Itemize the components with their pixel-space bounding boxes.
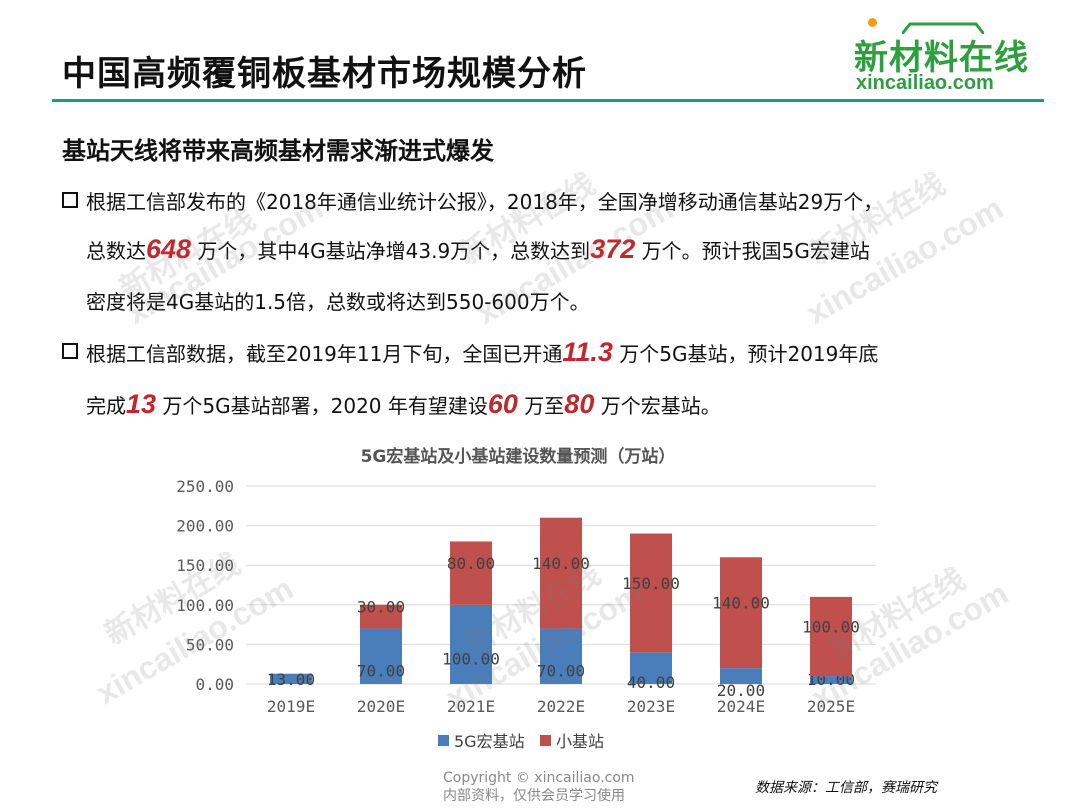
data-label: 100.00 (802, 617, 860, 636)
data-label: 140.00 (532, 554, 590, 573)
data-label: 100.00 (442, 649, 500, 668)
data-label: 40.00 (627, 673, 675, 692)
bar-macro-station (360, 628, 402, 684)
stacked-bar-chart: 5G宏基站及小基站建设数量预测（万站） 0.00 50.00 100.00 150.00… (0, 430, 1080, 770)
data-label: 70.00 (537, 661, 585, 680)
highlight-number: 648 (146, 234, 192, 264)
data-label: 30.00 (357, 598, 405, 617)
bullet-box-icon (62, 343, 78, 359)
x-tick-label: 2021E (447, 697, 495, 716)
logo-text-en: xincailiao.com (856, 72, 994, 94)
y-tick-label: 200.00 (176, 517, 234, 536)
text-segment: 万个5G基站部署，2020 年有望建设 (156, 394, 488, 418)
text-segment: 万个5G基站，预计2019年底 (612, 342, 879, 366)
text-segment: 完成 (86, 394, 126, 418)
logo-text-cn: 新材料在线 (854, 38, 1029, 78)
brand-logo: 新材料在线 xincailiao.com (852, 18, 1040, 96)
x-tick-label: 2025E (807, 697, 855, 716)
legend-swatch-small (540, 735, 551, 746)
y-tick-label: 0.00 (195, 675, 234, 694)
highlight-number: 11.3 (562, 337, 613, 367)
bullet-1-line-3: 密度将是4G基站的1.5倍，总数或将达到550-600万个。 (86, 290, 590, 314)
legend-swatch-macro (438, 735, 449, 746)
data-source: 数据来源：工信部，赛瑞研究 (755, 780, 937, 796)
bar-macro-station (450, 604, 492, 684)
x-tick-label: 2020E (357, 697, 405, 716)
logo-roof-icon (902, 22, 984, 34)
bar-small-station (720, 557, 762, 669)
section-subtitle: 基站天线将带来高频基材需求渐进式爆发 (62, 137, 494, 165)
legend-label: 小基站 (556, 732, 604, 751)
text-segment: 万个，其中4G基站净增43.9万个，总数达到 (191, 239, 591, 263)
highlight-number: 60 (487, 389, 518, 419)
data-label: 80.00 (447, 554, 495, 573)
copyright-notice: Copyright © xincailiao.com 内部资料，仅供会员学习使用 (443, 769, 635, 805)
highlight-number: 13 (126, 389, 157, 419)
bullet-1-line-2: 总数达648 万个，其中4G基站净增43.9万个，总数达到372 万个。预计我国… (86, 234, 870, 265)
text-segment: 万个。预计我国5G宏建站 (635, 239, 870, 263)
text-segment: 根据工信部数据，截至2019年11月下旬，全国已开通 (86, 342, 563, 366)
copyright-line-1: Copyright © xincailiao.com (443, 770, 635, 786)
bar-macro-station (540, 628, 582, 684)
title-divider (52, 99, 1044, 102)
bar-small-station (540, 517, 582, 629)
bar-macro-station (810, 676, 852, 684)
x-tick-label: 2019E (267, 697, 315, 716)
bar-macro-station (630, 652, 672, 684)
x-tick-label: 2024E (717, 697, 765, 716)
bullet-1-line-1: 根据工信部发布的《2018年通信业统计公报》，2018年，全国净增移动通信基站2… (86, 190, 884, 214)
bar-small-station (450, 541, 492, 605)
chart-title: 5G宏基站及小基站建设数量预测（万站） (361, 446, 676, 467)
data-label: 150.00 (622, 574, 680, 593)
logo-dot-icon (868, 18, 877, 27)
data-label: 70.00 (357, 661, 405, 680)
bar-macro-station (270, 673, 312, 684)
chart-svg: 5G宏基站及小基站建设数量预测（万站） 0.00 50.00 100.00 150.00… (176, 446, 876, 751)
y-tick-label: 50.00 (186, 635, 234, 654)
data-label: 20.00 (717, 681, 765, 700)
bullet-2-line-1: 根据工信部数据，截至2019年11月下旬，全国已开通11.3 万个5G基站，预计… (86, 337, 878, 368)
text-segment: 总数达 (86, 239, 146, 263)
bar-small-station (360, 604, 402, 629)
highlight-number: 372 (590, 234, 636, 264)
y-tick-label: 250.00 (176, 477, 234, 496)
bullet-box-icon (62, 192, 78, 208)
copyright-line-2: 内部资料，仅供会员学习使用 (443, 788, 625, 804)
bar-small-station (810, 596, 852, 677)
text-segment: 万个宏基站。 (594, 394, 721, 418)
legend-label: 5G宏基站 (454, 732, 525, 751)
text-segment: 万至 (517, 394, 565, 418)
bar-small-station (630, 533, 672, 653)
bullet-2-line-2: 完成13 万个5G基站部署，2020 年有望建设60 万至80 万个宏基站。 (86, 389, 721, 420)
y-tick-label: 150.00 (176, 556, 234, 575)
x-tick-label: 2022E (537, 697, 585, 716)
bar-macro-station (720, 668, 762, 684)
page-title: 中国高频覆铜板基材市场规模分析 (62, 54, 587, 94)
data-label: 13.00 (267, 670, 315, 689)
x-tick-label: 2023E (627, 697, 675, 716)
y-tick-label: 100.00 (176, 596, 234, 615)
data-label: 140.00 (712, 594, 770, 613)
highlight-number: 80 (564, 389, 595, 419)
